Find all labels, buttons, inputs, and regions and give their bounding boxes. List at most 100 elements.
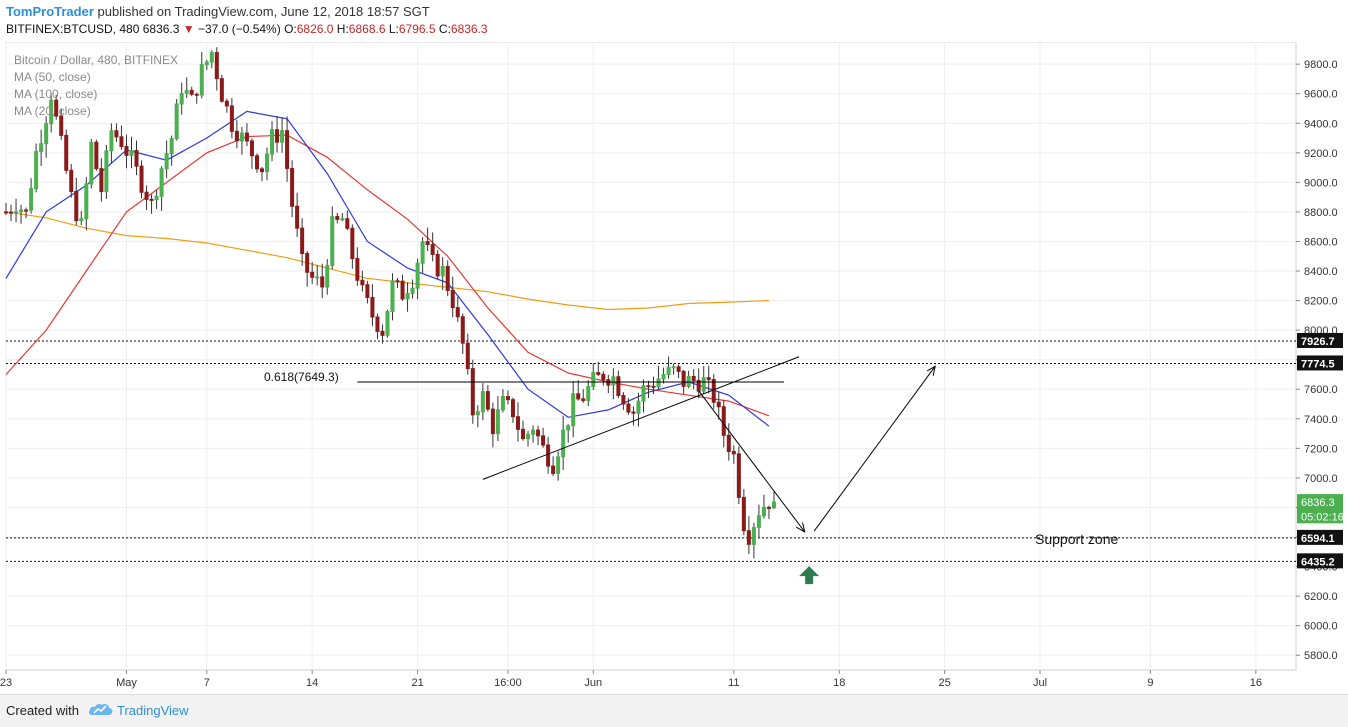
candle-up[interactable] [556,456,561,474]
candle-down[interactable] [741,496,746,532]
candle-down[interactable] [541,435,546,446]
candle-up[interactable] [390,280,395,312]
candle-up[interactable] [29,188,34,211]
candle-down[interactable] [515,416,520,430]
candle-up[interactable] [761,506,766,517]
candle-up[interactable] [19,209,24,213]
candle-down[interactable] [149,198,154,201]
candle-up[interactable] [239,132,244,142]
candle-down[interactable] [711,379,716,403]
candle-up[interactable] [315,276,320,279]
candle-down[interactable] [360,279,365,286]
candle-down[interactable] [546,444,551,467]
candle-down[interactable] [234,130,239,142]
candle-up[interactable] [756,515,761,528]
candle-down[interactable] [59,115,64,136]
candle-up[interactable] [44,123,49,145]
candle-down[interactable] [350,227,355,260]
candle-up[interactable] [666,366,671,376]
candle-up[interactable] [586,386,591,402]
candle-down[interactable] [470,368,475,416]
candle-down[interactable] [229,105,234,132]
chart-area[interactable]: 9800.0 9600.0 9400.0 9200.0 9000.0 8800.0 8600… [0,42,1348,694]
candle-up[interactable] [701,377,706,392]
candle-down[interactable] [736,453,741,498]
candle-up[interactable] [325,265,330,288]
candle-up[interactable] [385,310,390,336]
candle-down[interactable] [601,373,606,381]
candle-down[interactable] [285,130,290,169]
candle-up[interactable] [671,366,676,369]
candle-up[interactable] [270,129,275,155]
candle-up[interactable] [330,216,335,267]
candle-down[interactable] [505,395,510,401]
candle-down[interactable] [310,271,315,278]
candle-down[interactable] [355,258,360,281]
candle-up[interactable] [410,287,415,295]
candle-up[interactable] [199,64,204,96]
candle-down[interactable] [114,130,119,138]
candle-up[interactable] [129,150,134,156]
candle-down[interactable] [345,218,350,229]
candle-down[interactable] [189,89,194,95]
candle-down[interactable] [124,145,129,156]
candle-down[interactable] [520,428,526,440]
candle-down[interactable] [766,506,771,509]
candle-up[interactable] [169,138,174,155]
candle-up[interactable] [611,376,616,386]
candle-down[interactable] [651,385,656,388]
candle-down[interactable] [219,78,224,102]
candle-up[interactable] [531,429,536,435]
legend-ma-50[interactable]: MA (50, close) [14,70,91,84]
candle-up[interactable] [751,526,756,545]
candle-down[interactable] [54,99,59,117]
candle-down[interactable] [681,370,686,387]
candle-down[interactable] [3,211,9,214]
candle-down[interactable] [365,284,370,298]
tradingview-brand-link[interactable]: TradingView [117,703,189,718]
candle-down[interactable] [721,406,726,436]
candle-down[interactable] [450,289,455,309]
candle-down[interactable] [224,100,229,107]
trend-line[interactable] [482,356,800,480]
candle-down[interactable] [430,244,435,255]
candle-up[interactable] [109,130,114,152]
candle-down[interactable] [726,434,731,452]
candle-up[interactable] [34,151,39,190]
candle-up[interactable] [566,425,571,431]
candle-down[interactable] [536,429,541,437]
candle-up[interactable] [591,372,596,388]
candle-down[interactable] [395,280,400,283]
candle-up[interactable] [771,501,776,509]
candle-down[interactable] [581,398,586,402]
candle-down[interactable] [320,276,325,288]
candle-up[interactable] [89,141,94,185]
candle-down[interactable] [94,141,99,170]
candle-down[interactable] [305,253,310,273]
candle-up[interactable] [204,61,209,66]
candle-up[interactable] [280,130,285,143]
candle-down[interactable] [485,391,490,410]
candle-down[interactable] [74,191,79,222]
candle-up[interactable] [415,262,420,289]
candle-down[interactable] [370,296,375,318]
candle-up[interactable] [686,375,691,387]
candle-up[interactable] [179,92,184,105]
candle-up[interactable] [526,433,531,440]
candle-down[interactable] [631,411,636,414]
candle-down[interactable] [445,265,450,291]
candle-up[interactable] [174,103,179,140]
candle-down[interactable] [259,168,264,173]
candle-up[interactable] [571,393,576,427]
candle-down[interactable] [621,395,626,405]
candle-down[interactable] [375,316,380,332]
candle-down[interactable] [691,375,696,381]
candle-down[interactable] [465,342,470,370]
candle-up[interactable] [480,391,485,413]
projection-arrow[interactable] [813,367,934,532]
candle-down[interactable] [290,167,295,207]
candle-down[interactable] [69,169,74,193]
candle-up[interactable] [440,265,445,277]
candle-down[interactable] [460,316,465,344]
candle-up[interactable] [14,211,19,214]
